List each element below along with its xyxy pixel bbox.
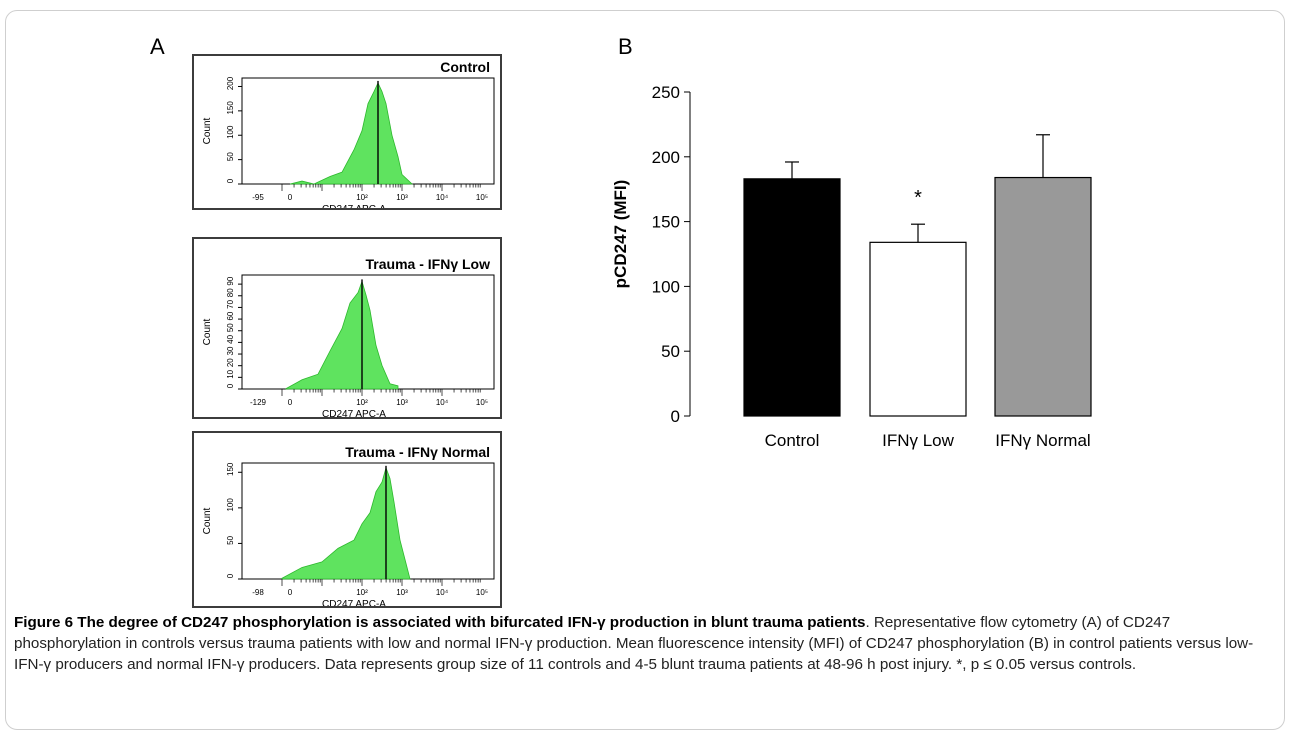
panel-letter-b: B xyxy=(618,34,633,59)
y-tick-label: 200 xyxy=(652,148,680,167)
figure-caption: Figure 6 The degree of CD247 phosphoryla… xyxy=(14,612,1276,675)
y-tick-label: 150 xyxy=(226,462,235,476)
x-tick-label: 10⁴ xyxy=(436,588,449,597)
flow-histogram-control: Control 0 50 100 150 200 Count -95 0 10² 10³ 10⁴ 10⁵… xyxy=(192,54,502,210)
y-tick-label: 20 xyxy=(226,358,235,367)
caption-title: Figure 6 The degree of CD247 phosphoryla… xyxy=(14,614,866,631)
flow-histogram-ifng-normal: Trauma - IFNγ Normal 0 50 100 150 Count -98 0 10… xyxy=(192,431,502,608)
y-tick-label: 50 xyxy=(661,342,680,361)
bar-1 xyxy=(869,241,967,417)
bar-2 xyxy=(994,176,1092,417)
y-tick-label: 80 xyxy=(226,288,235,297)
x-tick-label: 10⁵ xyxy=(476,193,488,202)
y-tick-label: 100 xyxy=(226,125,235,139)
flow-plot-ifng-normal: Trauma - IFNγ Normal 0 50 100 150 Count -98 0 10… xyxy=(202,444,495,606)
x-tick-label: IFNγ Low xyxy=(882,431,955,450)
y-tick-label: 200 xyxy=(226,76,235,90)
flow-title: Control xyxy=(440,59,490,75)
flow-plot-control: Control 0 50 100 150 200 Count -95 0 10² 10³ 10⁴ 10⁵… xyxy=(202,59,495,208)
y-tick-label: 50 xyxy=(226,323,235,332)
x-tick-label: 10³ xyxy=(396,588,408,597)
flow-plot-ifng-low: Trauma - IFNγ Low 0 10 20 30 40 50 60 70 80 90 Coun… xyxy=(202,256,495,417)
x-axis-label: CD247 APC-A xyxy=(322,409,386,417)
bar-chart-mfi: 0 50 100 150 200 250 pCD247 (MFI) Control IFNγ L… xyxy=(611,83,1092,450)
significance-star: * xyxy=(914,187,922,209)
x-tick-label: -129 xyxy=(250,398,267,407)
y-tick-label: 30 xyxy=(226,346,235,355)
y-tick-label: 90 xyxy=(226,276,235,285)
x-tick-label: IFNγ Normal xyxy=(995,431,1090,450)
x-tick-label: 10³ xyxy=(396,398,408,407)
histogram-area xyxy=(281,466,411,580)
y-tick-label: 150 xyxy=(226,101,235,115)
x-tick-label: 10² xyxy=(356,398,368,407)
x-axis-label: CD247 APC-A xyxy=(322,204,386,208)
y-axis-label: Count xyxy=(202,507,213,534)
x-tick-label: 10⁵ xyxy=(476,398,488,407)
x-tick-label: 10² xyxy=(356,193,368,202)
y-tick-label: 50 xyxy=(226,535,235,544)
y-axis-label: pCD247 (MFI) xyxy=(611,180,630,289)
y-axis-label: Count xyxy=(202,117,213,144)
flow-title: Trauma - IFNγ Normal xyxy=(345,444,490,460)
flow-title: Trauma - IFNγ Low xyxy=(366,256,491,272)
x-tick-label: 0 xyxy=(288,193,293,202)
y-tick-label: 0 xyxy=(671,407,680,426)
y-tick-label: 100 xyxy=(226,498,235,512)
y-tick-label: 50 xyxy=(226,152,235,161)
y-tick-label: 100 xyxy=(652,277,680,296)
y-tick-label: 250 xyxy=(652,83,680,102)
x-tick-label: -98 xyxy=(252,588,264,597)
caption-body: . Representative flow cytometry (A) of C… xyxy=(14,614,1254,673)
x-tick-label: 10⁴ xyxy=(436,398,449,407)
x-tick-label: 10⁵ xyxy=(476,588,488,597)
y-tick-label: 40 xyxy=(226,334,235,343)
histogram-area xyxy=(289,81,414,185)
x-axis-label: CD247 APC-A xyxy=(322,599,386,606)
x-tick-label: 10² xyxy=(356,588,368,597)
x-tick-label: 10³ xyxy=(396,193,408,202)
y-tick-label: 70 xyxy=(226,299,235,308)
y-axis-label: Count xyxy=(202,318,213,345)
x-tick-label: 10⁴ xyxy=(436,193,449,202)
y-tick-label: 0 xyxy=(226,178,235,183)
y-tick-label: 10 xyxy=(226,369,235,378)
x-tick-label: Control xyxy=(765,431,820,450)
y-tick-label: 60 xyxy=(226,311,235,320)
panel-letter-a: A xyxy=(150,34,165,59)
bar-0 xyxy=(743,178,841,417)
flow-histogram-ifng-low: Trauma - IFNγ Low 0 10 20 30 40 50 60 70 80 90 Coun… xyxy=(192,237,502,419)
y-tick-label: 0 xyxy=(226,383,235,388)
x-tick-label: 0 xyxy=(288,588,293,597)
x-tick-label: 0 xyxy=(288,398,293,407)
y-tick-label: 150 xyxy=(652,213,680,232)
x-tick-label: -95 xyxy=(252,193,264,202)
histogram-area xyxy=(285,280,399,390)
y-tick-label: 0 xyxy=(226,573,235,578)
